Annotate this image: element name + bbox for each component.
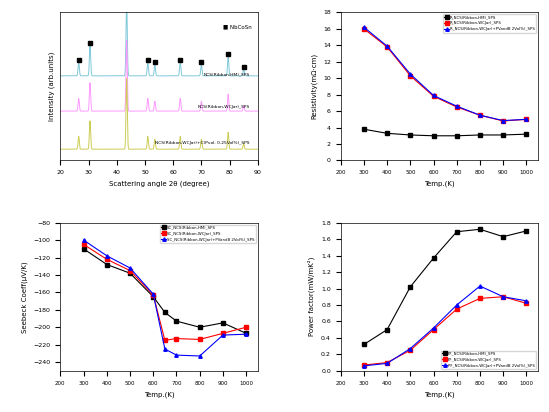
Line: R_NCS(Ribbon,HM)_SPS: R_NCS(Ribbon,HM)_SPS	[362, 127, 528, 138]
PF_NCS(Ribbon,WCJar)_SPS	[500, 294, 507, 299]
PF_NCS(Ribbon,HM)_SPS	[477, 227, 483, 232]
SC_NCS(Ribbon,HM)_SPS	[243, 331, 249, 336]
SC_NCS(Ribbon,HM)_SPS	[150, 294, 156, 299]
R_NCS(Ribbon,HM)_SPS	[430, 133, 437, 138]
SC_NCS(Ribbon,HM)_SPS	[80, 246, 87, 251]
PF_NCS(Ribbon,WCJar)+PVandB 2Vol%)_SPS	[384, 361, 390, 366]
Line: SC_NCS(Ribbon,WCJar)+PVandB 2Vol%)_SPS: SC_NCS(Ribbon,WCJar)+PVandB 2Vol%)_SPS	[82, 239, 248, 358]
SC_NCS(Ribbon,WCJar)+PVandB 2Vol%)_SPS	[80, 238, 87, 243]
SC_NCS(Ribbon,WCJar)_SPS	[104, 257, 110, 262]
PF_NCS(Ribbon,WCJar)+PVandB 2Vol%)_SPS	[453, 302, 460, 307]
Line: PF_NCS(Ribbon,WCJar)_SPS: PF_NCS(Ribbon,WCJar)_SPS	[362, 295, 528, 367]
Line: R_NCS(Ribbon,WCJar)+PVandB 2Vol%)_SPS: R_NCS(Ribbon,WCJar)+PVandB 2Vol%)_SPS	[362, 26, 528, 122]
SC_NCS(Ribbon,WCJar)_SPS	[127, 268, 133, 273]
R_NCS(Ribbon,WCJar)_SPS	[430, 94, 437, 99]
PF_NCS(Ribbon,HM)_SPS	[430, 255, 437, 260]
SC_NCS(Ribbon,WCJar)_SPS	[243, 325, 249, 330]
Line: SC_NCS(Ribbon,HM)_SPS: SC_NCS(Ribbon,HM)_SPS	[82, 247, 248, 335]
PF_NCS(Ribbon,WCJar)_SPS	[477, 296, 483, 301]
Y-axis label: Power factor(mW/mK²): Power factor(mW/mK²)	[308, 257, 316, 337]
Line: PF_NCS(Ribbon,HM)_SPS: PF_NCS(Ribbon,HM)_SPS	[362, 227, 528, 346]
Text: ■ NbCoSn: ■ NbCoSn	[223, 24, 252, 29]
R_NCS(Ribbon,WCJar)+PVandB 2Vol%)_SPS	[477, 113, 483, 118]
Line: R_NCS(Ribbon,WCJar)_SPS: R_NCS(Ribbon,WCJar)_SPS	[362, 27, 528, 123]
R_NCS(Ribbon,WCJar)_SPS	[500, 119, 507, 124]
R_NCS(Ribbon,WCJar)+PVandB 2Vol%)_SPS	[453, 104, 460, 109]
SC_NCS(Ribbon,WCJar)+PVandB 2Vol%)_SPS	[127, 265, 133, 270]
Legend: SC_NCS(Ribbon,HM)_SPS, SC_NCS(Ribbon,WCJar)_SPS, SC_NCS(Ribbon,WCJar)+PVandB 2Vo: SC_NCS(Ribbon,HM)_SPS, SC_NCS(Ribbon,WCJ…	[160, 225, 256, 243]
X-axis label: Temp.(K): Temp.(K)	[144, 391, 175, 398]
SC_NCS(Ribbon,WCJar)_SPS	[220, 331, 226, 336]
SC_NCS(Ribbon,HM)_SPS	[173, 318, 180, 323]
R_NCS(Ribbon,HM)_SPS	[384, 131, 390, 136]
PF_NCS(Ribbon,WCJar)+PVandB 2Vol%)_SPS	[407, 346, 413, 351]
SC_NCS(Ribbon,HM)_SPS	[197, 325, 203, 330]
R_NCS(Ribbon,HM)_SPS	[500, 133, 507, 138]
Text: NCS(Ribbon,WCJar)_SPS: NCS(Ribbon,WCJar)_SPS	[198, 105, 250, 109]
PF_NCS(Ribbon,HM)_SPS	[500, 234, 507, 239]
SC_NCS(Ribbon,WCJar)+PVandB 2Vol%)_SPS	[173, 353, 180, 358]
PF_NCS(Ribbon,HM)_SPS	[361, 342, 367, 347]
X-axis label: Temp.(K): Temp.(K)	[424, 391, 455, 398]
PF_NCS(Ribbon,WCJar)+PVandB 2Vol%)_SPS	[477, 283, 483, 288]
SC_NCS(Ribbon,WCJar)_SPS	[197, 337, 203, 342]
SC_NCS(Ribbon,HM)_SPS	[220, 321, 226, 325]
SC_NCS(Ribbon,WCJar)_SPS	[173, 336, 180, 341]
R_NCS(Ribbon,HM)_SPS	[477, 133, 483, 138]
PF_NCS(Ribbon,WCJar)+PVandB 2Vol%)_SPS	[430, 325, 437, 330]
R_NCS(Ribbon,WCJar)+PVandB 2Vol%)_SPS	[384, 44, 390, 49]
Legend: PF_NCS(Ribbon,HM)_SPS, PF_NCS(Ribbon,WCJar)_SPS, PF_NCS(Ribbon,WCJar)+PVandB 2Vo: PF_NCS(Ribbon,HM)_SPS, PF_NCS(Ribbon,WCJ…	[441, 351, 536, 369]
R_NCS(Ribbon,WCJar)+PVandB 2Vol%)_SPS	[361, 25, 367, 30]
SC_NCS(Ribbon,WCJar)+PVandB 2Vol%)_SPS	[197, 353, 203, 358]
R_NCS(Ribbon,WCJar)_SPS	[453, 105, 460, 110]
SC_NCS(Ribbon,WCJar)+PVandB 2Vol%)_SPS	[161, 346, 168, 351]
X-axis label: Scattering angle 2θ (degree): Scattering angle 2θ (degree)	[109, 181, 209, 187]
PF_NCS(Ribbon,WCJar)+PVandB 2Vol%)_SPS	[361, 363, 367, 368]
R_NCS(Ribbon,HM)_SPS	[523, 132, 530, 137]
R_NCS(Ribbon,WCJar)_SPS	[361, 26, 367, 31]
PF_NCS(Ribbon,HM)_SPS	[407, 284, 413, 289]
PF_NCS(Ribbon,WCJar)_SPS	[523, 301, 530, 306]
R_NCS(Ribbon,HM)_SPS	[407, 133, 413, 138]
R_NCS(Ribbon,WCJar)+PVandB 2Vol%)_SPS	[430, 93, 437, 98]
SC_NCS(Ribbon,WCJar)+PVandB 2Vol%)_SPS	[220, 332, 226, 337]
SC_NCS(Ribbon,WCJar)_SPS	[80, 242, 87, 247]
R_NCS(Ribbon,WCJar)_SPS	[477, 113, 483, 118]
PF_NCS(Ribbon,HM)_SPS	[453, 229, 460, 234]
SC_NCS(Ribbon,WCJar)_SPS	[150, 293, 156, 297]
PF_NCS(Ribbon,WCJar)+PVandB 2Vol%)_SPS	[500, 294, 507, 299]
Line: SC_NCS(Ribbon,WCJar)_SPS: SC_NCS(Ribbon,WCJar)_SPS	[82, 243, 248, 342]
Y-axis label: Intensity (arb.units): Intensity (arb.units)	[48, 52, 55, 121]
SC_NCS(Ribbon,HM)_SPS	[104, 262, 110, 267]
SC_NCS(Ribbon,WCJar)_SPS	[161, 338, 168, 343]
PF_NCS(Ribbon,HM)_SPS	[384, 327, 390, 332]
R_NCS(Ribbon,WCJar)+PVandB 2Vol%)_SPS	[500, 118, 507, 123]
SC_NCS(Ribbon,WCJar)+PVandB 2Vol%)_SPS	[104, 253, 110, 258]
Y-axis label: Resistivity(mΩ·cm): Resistivity(mΩ·cm)	[311, 54, 317, 119]
Y-axis label: Seebeck Coeff(μV/K): Seebeck Coeff(μV/K)	[21, 261, 28, 332]
PF_NCS(Ribbon,WCJar)_SPS	[407, 348, 413, 353]
R_NCS(Ribbon,WCJar)+PVandB 2Vol%)_SPS	[523, 117, 530, 122]
SC_NCS(Ribbon,WCJar)+PVandB 2Vol%)_SPS	[150, 292, 156, 297]
R_NCS(Ribbon,WCJar)+PVandB 2Vol%)_SPS	[407, 72, 413, 77]
X-axis label: Temp.(K): Temp.(K)	[424, 181, 455, 187]
SC_NCS(Ribbon,HM)_SPS	[161, 310, 168, 315]
PF_NCS(Ribbon,WCJar)_SPS	[453, 307, 460, 311]
R_NCS(Ribbon,HM)_SPS	[453, 133, 460, 138]
Legend: R_NCS(Ribbon,HM)_SPS, R_NCS(Ribbon,WCJar)_SPS, R_NCS(Ribbon,WCJar)+PVandB 2Vol%): R_NCS(Ribbon,HM)_SPS, R_NCS(Ribbon,WCJar…	[443, 14, 536, 33]
PF_NCS(Ribbon,WCJar)_SPS	[430, 327, 437, 332]
R_NCS(Ribbon,HM)_SPS	[361, 127, 367, 132]
Line: PF_NCS(Ribbon,WCJar)+PVandB 2Vol%)_SPS: PF_NCS(Ribbon,WCJar)+PVandB 2Vol%)_SPS	[362, 284, 528, 368]
PF_NCS(Ribbon,WCJar)_SPS	[361, 363, 367, 368]
PF_NCS(Ribbon,HM)_SPS	[523, 228, 530, 233]
R_NCS(Ribbon,WCJar)_SPS	[523, 117, 530, 122]
SC_NCS(Ribbon,WCJar)+PVandB 2Vol%)_SPS	[243, 332, 249, 337]
R_NCS(Ribbon,WCJar)_SPS	[384, 44, 390, 49]
PF_NCS(Ribbon,WCJar)_SPS	[384, 360, 390, 365]
SC_NCS(Ribbon,HM)_SPS	[127, 271, 133, 276]
R_NCS(Ribbon,WCJar)_SPS	[407, 73, 413, 78]
Text: NCS(Ribbon,WCJar)+C(Pvol. 0.25Vol%)_SPS: NCS(Ribbon,WCJar)+C(Pvol. 0.25Vol%)_SPS	[155, 141, 250, 145]
Text: NCS(Ribbon,HM)_SPS: NCS(Ribbon,HM)_SPS	[204, 73, 250, 77]
PF_NCS(Ribbon,WCJar)+PVandB 2Vol%)_SPS	[523, 298, 530, 303]
